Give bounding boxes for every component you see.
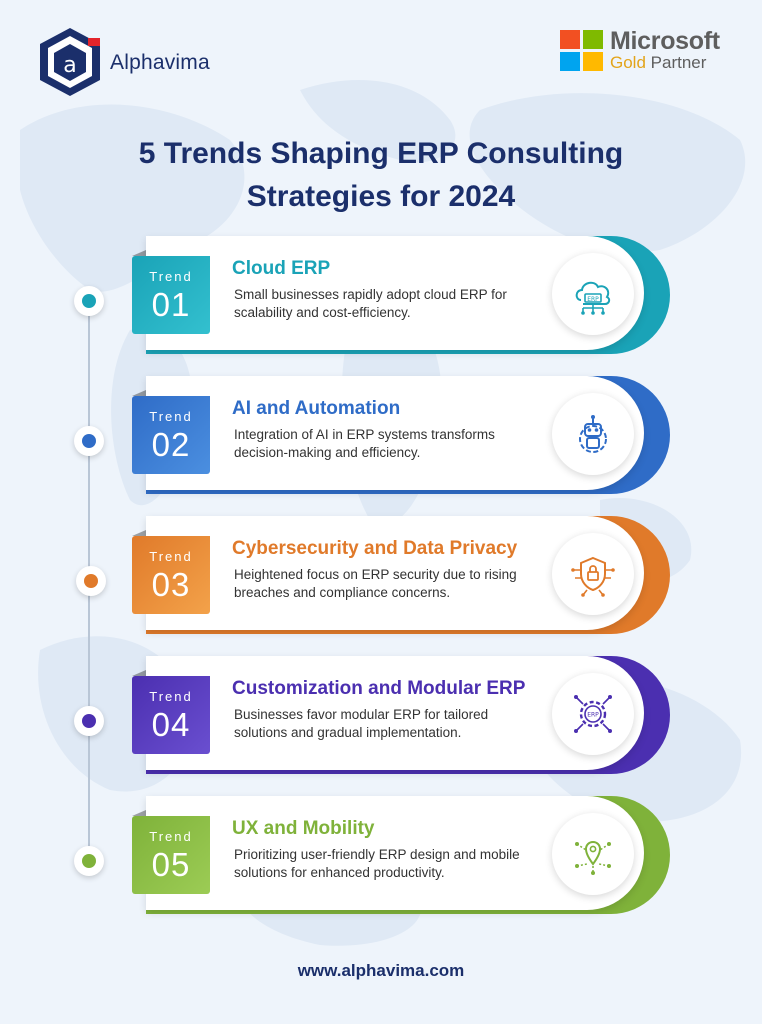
svg-text:ERP: ERP [587, 712, 599, 719]
trend-number: 01 [151, 286, 191, 323]
trend-label: Trend [149, 549, 193, 564]
trend-number: 03 [151, 566, 191, 603]
trend-badge: Trend 04 [132, 676, 210, 754]
partner-company: Microsoft [610, 27, 720, 55]
trend-icon-circle [552, 393, 634, 475]
alphavima-hexagon-icon: a [40, 28, 100, 96]
timeline-dot-02 [74, 426, 104, 456]
trend-label: Trend [149, 409, 193, 424]
trend-label: Trend [149, 269, 193, 284]
page-title: 5 Trends Shaping ERP Consulting Strategi… [138, 137, 624, 213]
trend-label: Trend [149, 689, 193, 704]
microsoft-squares-icon [560, 30, 605, 72]
timeline-dot-04 [74, 706, 104, 736]
partner-level: Gold Partner [610, 53, 707, 72]
trend-icon-circle [552, 533, 634, 615]
robot-gear-icon [579, 415, 607, 453]
svg-text:a: a [63, 53, 76, 78]
trend-card-05: Trend 05 UX and Mobility Prioritizing us… [132, 796, 670, 914]
badge-fold [132, 670, 146, 676]
trend-title: UX and Mobility [232, 818, 375, 839]
trend-card-01: Trend 01 Cloud ERP Small businesses rapi… [132, 236, 670, 354]
trend-number: 04 [151, 706, 191, 743]
erp-gear-icon: ERP [574, 695, 612, 733]
trend-badge: Trend 05 [132, 816, 210, 894]
badge-fold [132, 390, 146, 396]
timeline-dot-01 [74, 286, 104, 316]
trend-label: Trend [149, 829, 193, 844]
timeline-dot-03 [76, 566, 106, 596]
trend-badge: Trend 01 [132, 256, 210, 334]
trend-badge: Trend 03 [132, 536, 210, 614]
trend-icon-circle: ERP [552, 253, 634, 335]
trend-card-04: Trend 04 Customization and Modular ERP B… [132, 656, 670, 774]
svg-text:ERP: ERP [587, 296, 599, 303]
trend-card-02: Trend 02 AI and Automation Integration o… [132, 376, 670, 494]
shield-lock-icon [571, 556, 615, 597]
trend-description: Businesses favor modular ERP for tailore… [234, 707, 489, 740]
website-url[interactable]: www.alphavima.com [297, 961, 465, 980]
trend-title: Cybersecurity and Data Privacy [232, 538, 518, 559]
location-network-icon [575, 840, 611, 875]
trend-card-03: Trend 03 Cybersecurity and Data Privacy … [132, 516, 670, 634]
trend-description: Small businesses rapidly adopt cloud ERP… [234, 287, 507, 320]
cloud-erp-icon: ERP [575, 281, 611, 315]
trend-badge: Trend 02 [132, 396, 210, 474]
badge-fold [132, 530, 146, 536]
trend-description: Prioritizing user-friendly ERP design an… [234, 847, 520, 880]
timeline-dot-05 [74, 846, 104, 876]
trend-title: Cloud ERP [232, 258, 331, 279]
trend-description: Integration of AI in ERP systems transfo… [234, 427, 495, 460]
trend-number: 05 [151, 846, 191, 883]
trend-title: AI and Automation [232, 398, 401, 419]
trend-icon-circle: ERP [552, 673, 634, 755]
brand-name: Alphavima [110, 51, 210, 74]
trend-number: 02 [151, 426, 191, 463]
badge-fold [132, 250, 146, 256]
badge-fold [132, 810, 146, 816]
trend-icon-circle [552, 813, 634, 895]
trend-description: Heightened focus on ERP security due to … [234, 567, 517, 600]
trend-title: Customization and Modular ERP [232, 678, 526, 699]
